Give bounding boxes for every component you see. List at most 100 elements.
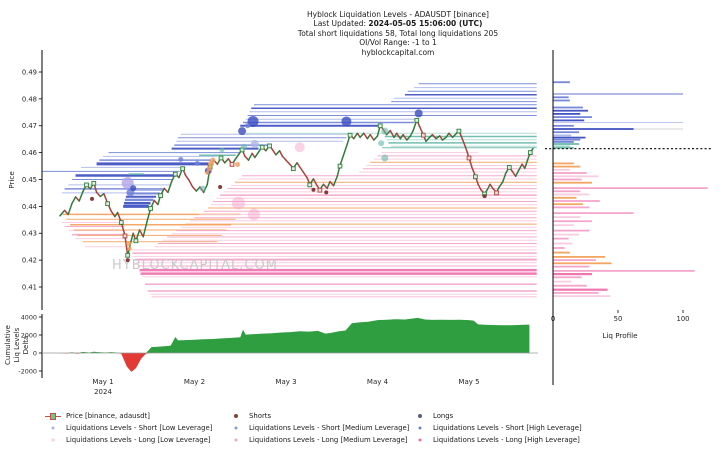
profile-bar — [553, 187, 708, 189]
price-segment — [448, 132, 454, 139]
price-segment — [129, 232, 134, 245]
profile-bar — [553, 81, 570, 84]
price-segment — [399, 133, 404, 140]
profile-bar — [553, 146, 574, 149]
date-tick-label: May 3 — [275, 378, 296, 386]
longs-scatter — [121, 109, 423, 197]
high-leverage-liquidation-lines — [128, 132, 537, 175]
profile-bar — [553, 138, 581, 141]
profile-bar — [553, 247, 565, 249]
price-segment — [409, 129, 414, 137]
profile-bar — [553, 131, 579, 134]
candle-body — [290, 166, 296, 172]
price-segment — [298, 166, 305, 173]
orange-marker — [210, 157, 216, 163]
delta-axis-label-2: Liq Levels — [13, 327, 21, 362]
price-segment — [78, 190, 84, 202]
profile-bar — [553, 96, 569, 99]
price-segment — [498, 180, 504, 188]
site-url-line: hyblockcapital.com — [361, 47, 435, 57]
profile-bar — [553, 220, 592, 223]
teal-marker — [381, 127, 389, 135]
candle-body — [466, 155, 472, 161]
price-segment — [511, 170, 517, 178]
long-liq-bubble — [247, 208, 260, 221]
candle-body — [307, 182, 313, 188]
profile-bar — [553, 124, 574, 127]
candle-body — [506, 165, 512, 170]
short-high-dot-icon — [412, 424, 428, 433]
teal-scatter — [199, 127, 389, 192]
profile-bar — [553, 113, 581, 115]
candle-body — [148, 206, 153, 211]
profile-bar — [553, 165, 581, 168]
profile-bar — [553, 193, 590, 196]
profile-bar — [553, 178, 582, 181]
long-liquidation-lines — [61, 152, 537, 298]
price-segment — [191, 186, 198, 192]
longs-marker — [178, 156, 184, 162]
profile-bar — [553, 168, 570, 171]
price-segment — [486, 183, 491, 191]
price-segment — [352, 132, 359, 140]
price-tick-label: 0.47 — [22, 122, 37, 130]
price-segment — [524, 159, 529, 169]
shorts-marker — [218, 185, 223, 190]
candle-body — [317, 187, 323, 193]
price-segment — [281, 155, 287, 161]
price-segment — [402, 133, 408, 141]
profile-bar — [553, 119, 585, 122]
price-segment — [195, 186, 201, 192]
orange-marker — [127, 246, 132, 251]
watermark: HYBLOCKCAPITAL.COM — [112, 258, 278, 273]
price-segment — [435, 135, 441, 140]
profile-tick-label: 50 — [614, 315, 623, 323]
price-segment — [389, 129, 395, 139]
candle-body — [229, 162, 235, 167]
price-tick-label: 0.48 — [22, 95, 37, 103]
candle-body — [494, 190, 499, 196]
profile-bar — [553, 212, 634, 214]
price-segment — [395, 132, 402, 140]
delta-axis-label-3: Delta — [22, 336, 30, 355]
price-tick-label: 0.42 — [22, 257, 37, 265]
liquidation-totals-line: Total short liquidations 58, Total long … — [297, 28, 499, 38]
candle-body — [105, 201, 110, 207]
profile-bar — [553, 233, 579, 236]
delta-tick-label: -2000 — [18, 367, 37, 375]
teal-marker — [378, 140, 385, 147]
orange-scatter — [126, 157, 241, 251]
profile-bar — [553, 145, 570, 148]
profile-bar — [553, 116, 592, 118]
year-label: 2024 — [94, 388, 112, 396]
price-segment — [184, 174, 190, 182]
oi-vol-range-line: OI/Vol Range: -1 to 1 — [359, 38, 437, 48]
price-segment — [460, 136, 467, 148]
candle-body — [347, 132, 353, 138]
long-high-dot-icon — [412, 436, 428, 445]
profile-bar — [553, 190, 581, 193]
price-segment — [153, 199, 159, 206]
price-segment — [71, 196, 77, 205]
orange-marker — [235, 161, 241, 167]
delta-tick-label: 2000 — [21, 331, 37, 339]
long-medium-dot-icon — [228, 436, 244, 445]
long-liq-bubble — [231, 196, 245, 210]
candle-body — [259, 144, 265, 150]
long-liquidation-bubbles — [231, 142, 305, 221]
price-tick-label: 0.46 — [22, 149, 37, 157]
price-segment — [329, 180, 335, 187]
price-segment — [445, 132, 450, 139]
legend-item-long-high: Liquidations Levels - Long [High Leverag… — [412, 434, 582, 446]
price-segment — [441, 136, 447, 141]
short-medium-dot-icon — [228, 424, 244, 433]
price-axis-label: Price — [7, 171, 16, 189]
price-segment — [138, 229, 145, 238]
cumulative-delta-area — [60, 317, 530, 372]
price-segment — [502, 172, 507, 183]
price-segment — [167, 180, 173, 194]
longs-marker — [238, 127, 247, 136]
teal-marker — [240, 143, 247, 150]
profile-bar — [553, 200, 600, 202]
price-segment — [67, 202, 73, 216]
